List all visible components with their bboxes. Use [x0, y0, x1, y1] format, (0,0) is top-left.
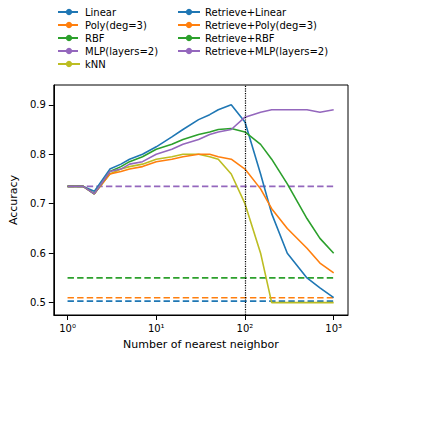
svg-text:0.8: 0.8	[30, 149, 46, 160]
svg-text:Accuracy: Accuracy	[7, 174, 20, 225]
svg-text:Retrieve+MLP(layers=2): Retrieve+MLP(layers=2)	[205, 46, 328, 57]
svg-text:Linear: Linear	[85, 7, 117, 18]
svg-text:10¹: 10¹	[148, 323, 165, 334]
svg-text:0.6: 0.6	[30, 248, 46, 259]
svg-text:Number of nearest neighbor: Number of nearest neighbor	[123, 338, 279, 351]
svg-text:Poly(deg=3): Poly(deg=3)	[85, 20, 147, 31]
svg-text:0.7: 0.7	[30, 198, 46, 209]
svg-text:Retrieve+RBF: Retrieve+RBF	[205, 33, 275, 44]
svg-text:RBF: RBF	[85, 33, 105, 44]
svg-text:10³: 10³	[325, 323, 342, 334]
svg-text:Retrieve+Linear: Retrieve+Linear	[205, 7, 287, 18]
svg-text:0.9: 0.9	[30, 99, 46, 110]
svg-text:kNN: kNN	[85, 59, 106, 70]
svg-text:MLP(layers=2): MLP(layers=2)	[85, 46, 158, 57]
svg-text:Retrieve+Poly(deg=3): Retrieve+Poly(deg=3)	[205, 20, 317, 31]
svg-text:10⁰: 10⁰	[59, 323, 76, 334]
svg-text:10²: 10²	[237, 323, 254, 334]
svg-text:0.5: 0.5	[30, 297, 46, 308]
